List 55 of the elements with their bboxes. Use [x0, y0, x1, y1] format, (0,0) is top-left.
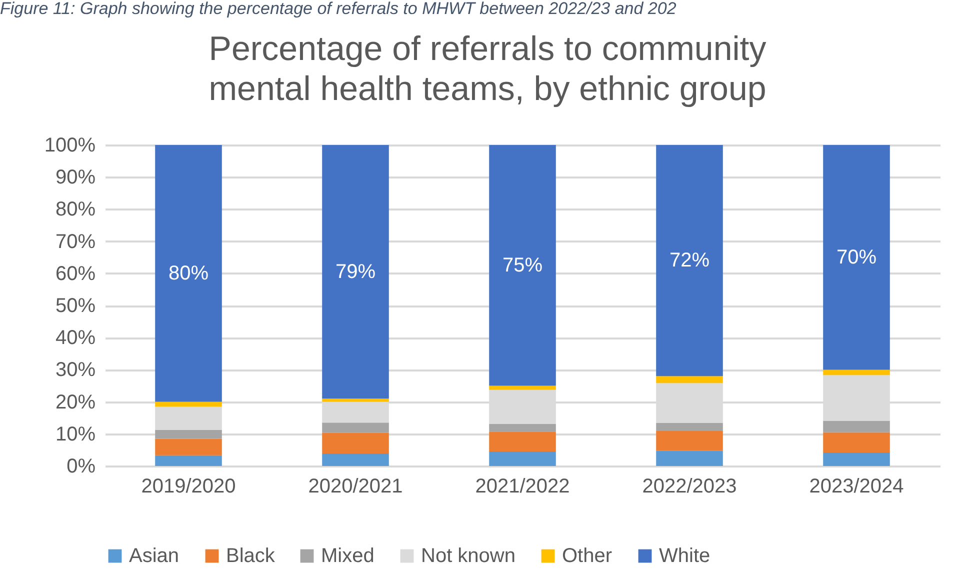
- legend-label: Mixed: [321, 545, 374, 567]
- data-label: 72%: [669, 250, 710, 272]
- bar: [489, 424, 556, 432]
- x-tick-label: 2019/2020: [141, 476, 236, 498]
- y-tick-label: 20%: [55, 391, 96, 414]
- y-tick-label: 80%: [55, 198, 96, 221]
- y-tick-label: 40%: [55, 327, 96, 350]
- bar: [823, 145, 890, 370]
- legend-label: Black: [226, 545, 276, 567]
- x-tick-label: 2020/2021: [308, 476, 403, 498]
- legend-label: White: [659, 545, 710, 567]
- y-tick-label: 90%: [55, 166, 96, 189]
- bar: [322, 398, 389, 402]
- bar: [656, 450, 723, 466]
- bar: [155, 455, 222, 466]
- bar: [489, 145, 556, 386]
- bar: [656, 431, 723, 451]
- y-tick-label: 60%: [55, 262, 96, 285]
- legend-label: Other: [562, 545, 612, 567]
- bar: [489, 386, 556, 390]
- data-label: 75%: [502, 254, 543, 276]
- y-tick-label: 30%: [55, 359, 96, 382]
- caption: Figure 11: Graph showing the percentage of referrals to MHWT between 2022/23 and 202: [0, 0, 677, 18]
- bar: [322, 453, 389, 466]
- bar: [155, 430, 222, 439]
- y-tick-label: 100%: [44, 134, 96, 156]
- chart-title: Percentage of referrals to community mental health teams, by ethnic group: [208, 30, 766, 108]
- data-label: 80%: [168, 262, 209, 284]
- x-tick-label: 2021/2022: [475, 476, 570, 498]
- y-tick-label: 50%: [55, 295, 96, 317]
- bar: [823, 452, 890, 466]
- bar: [322, 432, 389, 454]
- bar: [155, 402, 222, 407]
- bar: [155, 145, 222, 402]
- legend-label: Asian: [129, 545, 180, 567]
- bar: [823, 370, 890, 376]
- bar: [155, 406, 222, 430]
- x-tick-label: 2023/2024: [809, 476, 904, 498]
- data-label: 70%: [836, 246, 877, 268]
- bar: [489, 432, 556, 452]
- bar: [656, 145, 723, 376]
- bar: [656, 422, 723, 432]
- bar: [489, 452, 556, 466]
- y-tick-label: 0%: [66, 456, 96, 478]
- bar: [322, 145, 389, 399]
- bar: [322, 422, 389, 433]
- x-tick-label: 2022/2023: [642, 476, 737, 498]
- legend-label: Not known: [421, 545, 516, 567]
- bar: [656, 376, 723, 384]
- bar: [823, 432, 890, 453]
- data-label: 79%: [335, 260, 376, 283]
- y-tick-label: 70%: [55, 230, 96, 253]
- bar: [823, 420, 890, 432]
- bar: [155, 438, 222, 456]
- y-tick-label: 10%: [55, 423, 96, 446]
